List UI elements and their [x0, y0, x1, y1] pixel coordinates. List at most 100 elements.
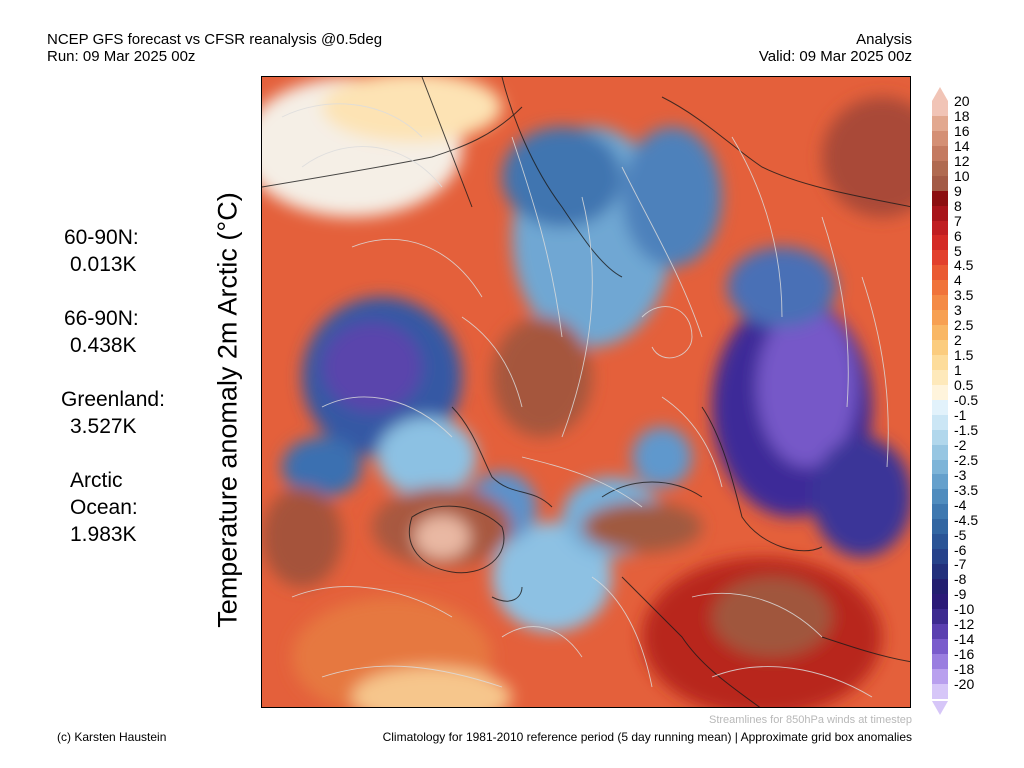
stat-arctic-ocean-label-line2: Ocean:: [70, 496, 138, 519]
stat-66-90n-label: 66-90N:: [64, 307, 139, 330]
colorbar-cell: [932, 564, 948, 579]
colorbar-cell: [932, 145, 948, 161]
colorbar-tick-label: -10: [954, 601, 975, 618]
anomaly-map: [261, 76, 911, 708]
credit: (c) Karsten Haustein: [57, 730, 167, 744]
colorbar-cell: [932, 608, 948, 624]
colorbar-cell: [932, 668, 948, 684]
colorbar-cell: [932, 190, 948, 206]
colorbar-cell: [932, 653, 948, 669]
climatology-note: Climatology for 1981-2010 reference peri…: [382, 730, 912, 744]
colorbar-tick-label: -5: [954, 526, 967, 543]
y-axis-label: Temperature anomaly 2m Arctic (°C): [212, 192, 243, 628]
colorbar-tick-label: -1.5: [954, 421, 979, 438]
colorbar: [932, 101, 948, 699]
colorbar-tick-label: -7: [954, 556, 967, 573]
colorbar-tick-label: 1.5: [954, 347, 974, 364]
colorbar-cell: [932, 369, 948, 385]
colorbar-tick-label: -20: [954, 676, 975, 693]
colorbar-tick-label: -3.5: [954, 481, 979, 498]
colorbar-tick-label: 9: [954, 182, 962, 199]
colorbar-cell: [932, 250, 948, 266]
colorbar-cell: [932, 534, 948, 550]
colorbar-tick-label: 0.5: [954, 377, 974, 394]
colorbar-cell: [932, 579, 948, 594]
colorbar-cell: [932, 220, 948, 236]
colorbar-cell: [932, 474, 948, 490]
colorbar-cell: [932, 414, 948, 430]
stat-60-90n-label: 60-90N:: [64, 226, 139, 249]
colorbar-cell: [932, 504, 948, 520]
colorbar-tick-label: -16: [954, 646, 975, 663]
colorbar-tick-label: -9: [954, 586, 967, 603]
colorbar-cell: [932, 265, 948, 281]
colorbar-cell: [932, 205, 948, 221]
colorbar-tick-label: -3: [954, 466, 967, 483]
colorbar-cell: [932, 101, 948, 116]
colorbar-tick-label: 5: [954, 242, 962, 259]
colorbar-tick-label: -14: [954, 631, 975, 648]
chart-title: NCEP GFS forecast vs CFSR reanalysis @0.…: [47, 31, 383, 48]
colorbar-cell: [932, 175, 948, 191]
colorbar-tick-label: 14: [954, 137, 970, 154]
colorbar-cell: [932, 340, 948, 355]
colorbar-cell: [932, 459, 948, 475]
stat-60-90n-value: 0.013K: [70, 253, 137, 276]
colorbar-tick-label: -18: [954, 661, 975, 678]
colorbar-tick-label: -1: [954, 406, 967, 423]
stat-66-90n-value: 0.438K: [70, 334, 137, 357]
mode-label: Analysis: [856, 31, 912, 48]
colorbar-tick-label: 12: [954, 152, 970, 169]
colorbar-tick-label: 1: [954, 362, 962, 379]
colorbar-tick-label: -4: [954, 496, 967, 513]
colorbar-cell: [932, 593, 948, 609]
colorbar-cell: [932, 354, 948, 370]
colorbar-cell: [932, 429, 948, 445]
colorbar-tick-label: -6: [954, 541, 967, 558]
colorbar-tick-label: 2: [954, 332, 962, 349]
colorbar-tick-label: -12: [954, 616, 975, 633]
colorbar-top-arrow: [932, 87, 948, 101]
colorbar-tick-label: 10: [954, 167, 970, 184]
colorbar-cell: [932, 310, 948, 326]
valid-time: Valid: 09 Mar 2025 00z: [758, 48, 912, 65]
colorbar-tick-label: 20: [954, 93, 970, 109]
stat-arctic-ocean-value: 1.983K: [70, 523, 137, 546]
colorbar-cell: [932, 384, 948, 400]
colorbar-cell: [932, 683, 948, 699]
colorbar-cell: [932, 638, 948, 654]
colorbar-cell: [932, 235, 948, 251]
colorbar-tick-label: -2: [954, 436, 967, 453]
colorbar-tick-label: 16: [954, 122, 970, 139]
anomaly-map-graphic: [262, 77, 910, 707]
colorbar-tick-label: 18: [954, 107, 970, 124]
colorbar-tick-label: 6: [954, 227, 962, 244]
colorbar-cell: [932, 444, 948, 460]
colorbar-tick-label: 3: [954, 302, 962, 319]
colorbar-tick-label: 3.5: [954, 287, 974, 304]
streamlines-note: Streamlines for 850hPa winds at timestep: [709, 714, 912, 726]
colorbar-tick-label: 7: [954, 212, 962, 229]
colorbar-cell: [932, 623, 948, 639]
colorbar-cell: [932, 399, 948, 415]
colorbar-tick-label: -4.5: [954, 511, 979, 528]
colorbar-cell: [932, 115, 948, 131]
colorbar-cell: [932, 549, 948, 565]
colorbar-cell: [932, 280, 948, 296]
colorbar-tick-label: -0.5: [954, 392, 979, 408]
colorbar-bottom-arrow: [932, 701, 948, 715]
colorbar-cell: [932, 489, 948, 505]
stat-arctic-ocean-label-line1: Arctic: [70, 469, 123, 492]
colorbar-tick-label: 8: [954, 197, 962, 214]
colorbar-cell: [932, 325, 948, 340]
colorbar-tick-label: 4: [954, 272, 962, 289]
colorbar-cell: [932, 130, 948, 146]
colorbar-tick-label: 2.5: [954, 317, 974, 334]
stat-greenland-value: 3.527K: [70, 415, 137, 438]
colorbar-cell: [932, 295, 948, 311]
stat-greenland-label: Greenland:: [61, 388, 165, 411]
colorbar-cell: [932, 519, 948, 535]
run-time: Run: 09 Mar 2025 00z: [47, 48, 196, 65]
colorbar-cell: [932, 160, 948, 176]
colorbar-tick-label: -8: [954, 571, 967, 588]
